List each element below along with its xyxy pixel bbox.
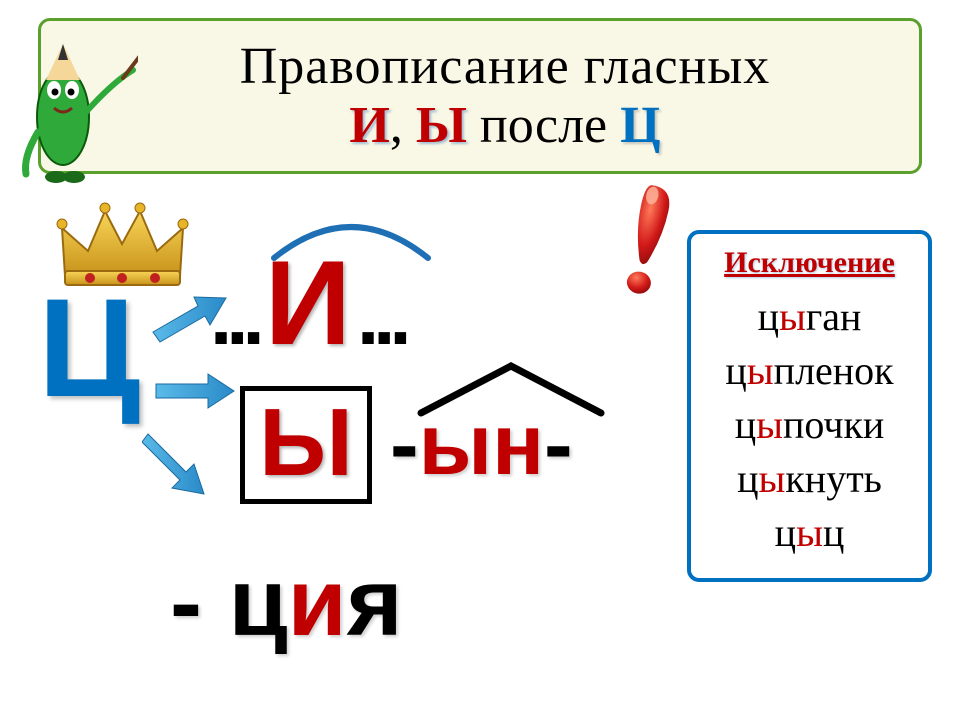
boxed-letter-y: Ы xyxy=(240,386,372,504)
dots-left: ... xyxy=(210,271,259,363)
title-after: после xyxy=(467,97,620,154)
tsiya-ts: ц xyxy=(229,549,288,656)
exclamation-icon xyxy=(610,180,690,300)
row-root-i: ... И ... xyxy=(210,234,406,372)
row-tsiya: - ция xyxy=(170,548,403,658)
exception-word: цыц xyxy=(697,506,922,560)
exception-word: цыкнуть xyxy=(697,452,922,506)
title-letter-y: Ы xyxy=(416,97,467,154)
row-ending-y: Ы -ын- xyxy=(240,386,573,504)
suffix-yn: -ын- xyxy=(390,396,573,495)
title-box: Правописание гласных И, Ы после Ц xyxy=(38,18,922,174)
exception-title: Исключение xyxy=(697,246,922,280)
arrow-mid-icon xyxy=(152,370,237,412)
letter-i-root: И xyxy=(265,234,351,372)
pencil-character-icon xyxy=(8,22,138,187)
exception-word: цыпочки xyxy=(697,398,922,452)
dash-pre: - xyxy=(390,397,419,493)
exception-word: цыган xyxy=(697,290,922,344)
tsiya-ya: я xyxy=(347,549,403,656)
arrow-down-icon xyxy=(142,428,217,498)
title-line2: И, Ы после Ц xyxy=(349,96,660,155)
title-comma: , xyxy=(390,97,416,154)
tsiya-dash: - xyxy=(170,549,229,656)
tsiya-i: и xyxy=(288,549,347,656)
suffix-text: ын xyxy=(419,397,544,493)
title-letter-i: И xyxy=(349,97,389,154)
dots-right: ... xyxy=(357,271,406,363)
exception-word: цыпленок xyxy=(697,344,922,398)
dash-post: - xyxy=(544,397,573,493)
big-letter-ts: Ц xyxy=(38,278,140,418)
title-letter-ts: Ц xyxy=(620,97,660,154)
exception-box: Исключение цыган цыпленок цыпочки цыкнут… xyxy=(687,230,932,582)
title-line1: Правописание гласных xyxy=(240,37,771,96)
